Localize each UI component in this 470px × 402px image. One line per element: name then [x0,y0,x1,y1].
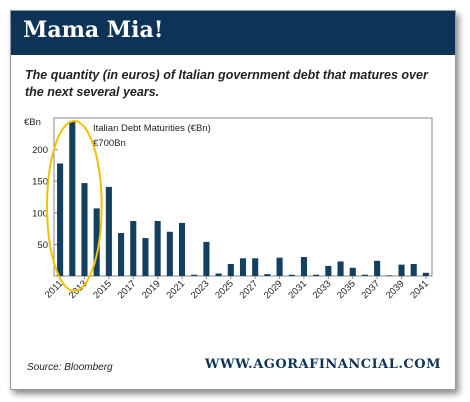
x-tick-label: 2027 [238,278,261,301]
title-banner: Mama Mia! [11,11,455,55]
bar-2016 [118,233,125,276]
bar-2025 [227,263,234,276]
bar-2032 [313,274,320,276]
y-tick-label: 150 [32,177,48,188]
bar-2040 [410,263,417,276]
x-tick-label: 2037 [360,278,383,301]
y-axis-label: €Bn [24,117,41,128]
x-tick-label: 2035 [335,278,358,301]
y-tick-label: 200 [32,145,48,156]
website-link[interactable]: WWW.AGORAFINANCIAL.COM [204,357,441,372]
chart-inner-title: Italian Debt Maturities (€Bn) [93,123,211,134]
y-tick-label: 100 [32,208,48,219]
bar-2012 [69,121,76,276]
bar-2011 [57,163,64,276]
x-tick-label: 2023 [189,278,212,301]
bar-2013 [81,183,88,276]
bar-2023 [203,241,210,276]
banner-title: Mama Mia! [23,17,164,43]
bar-chart: €Bn Italian Debt Maturities (€Bn) €700Bn… [24,117,433,301]
bar-2030 [288,274,295,276]
bar-2035 [349,267,356,276]
bar-2029 [276,257,283,276]
bar-2024 [215,273,222,276]
bar-2038 [386,275,393,276]
bar-2027 [252,258,259,276]
bar-2017 [130,221,137,276]
bar-2019 [154,221,161,276]
highlight-circle [46,120,103,292]
bar-2022 [191,274,198,276]
chart-card: Mama Mia! The quantity (in euros) of Ita… [10,10,456,390]
bar-2014 [93,208,100,276]
x-tick-label: 2019 [140,278,163,301]
x-tick-label: 2015 [91,278,114,301]
y-tick-label: 50 [37,240,48,251]
bar-2036 [361,274,368,276]
x-tick-label: 2021 [164,278,187,301]
x-tick-label: 2031 [286,278,309,301]
bar-2039 [398,264,405,276]
bar-2026 [239,258,247,276]
bar-2021 [178,222,186,276]
chart-subtitle: The quantity (in euros) of Italian gover… [25,68,428,99]
bar-2031 [300,257,308,276]
source-note: Source: Bloomberg [27,362,113,373]
bar-2020 [166,231,173,276]
bar-2033 [325,265,332,276]
bar-2028 [264,274,271,276]
x-tick-label: 2039 [384,278,407,301]
highlight-annotation: €700Bn [93,138,126,149]
x-tick-label: 2029 [262,278,285,301]
x-tick-label: 2033 [311,278,334,301]
x-tick-label: 2017 [116,278,139,301]
bar-2037 [374,260,381,276]
bar-2015 [105,186,112,276]
bar-2034 [337,261,344,276]
bar-2041 [422,272,429,276]
x-tick-label: 2025 [213,278,236,301]
bar-2018 [142,238,149,276]
x-tick-label: 2041 [408,278,431,301]
